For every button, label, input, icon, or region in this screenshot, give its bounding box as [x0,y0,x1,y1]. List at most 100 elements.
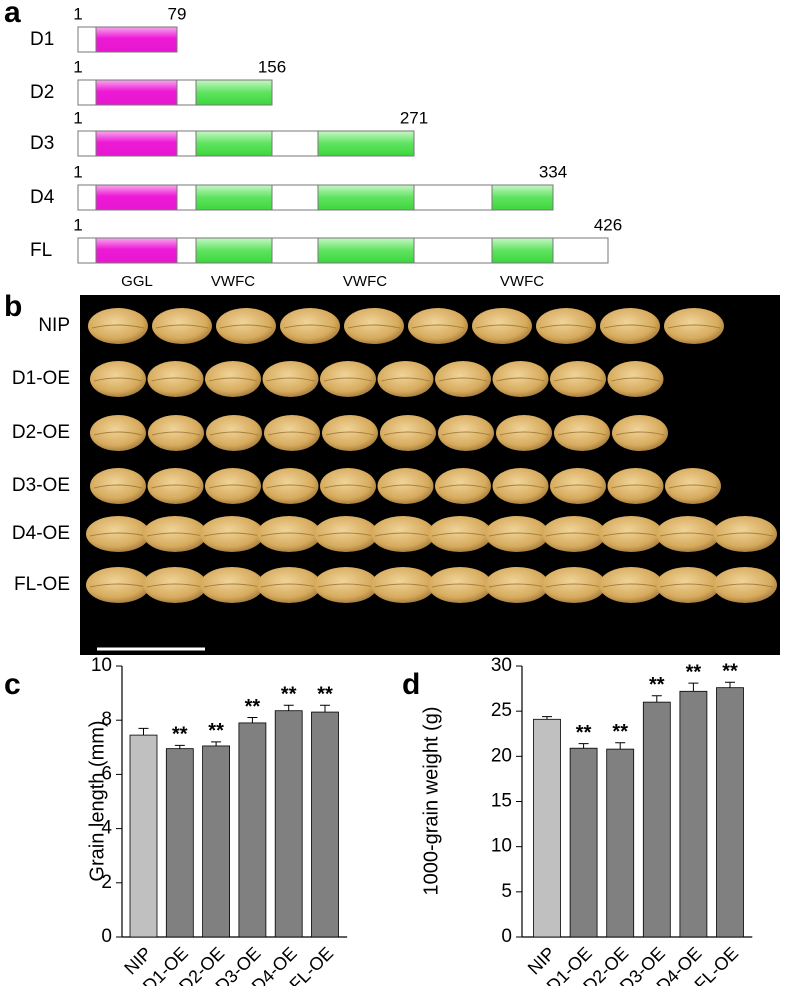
y-tick-label: 0 [101,926,112,947]
grain [206,415,262,451]
grain [147,468,204,504]
construct-name: D1 [30,29,54,50]
grain [90,415,146,451]
grain-ridge [381,377,430,382]
grain-ridge [557,431,607,436]
domain-label: VWFC [211,273,255,290]
grain-ridge [266,484,315,489]
grain [280,308,340,344]
x-tick-label: FL-OE [691,943,743,986]
grain [612,415,668,451]
significance-label: ** [686,661,702,683]
grain-ridge [431,583,489,588]
grain [200,567,264,603]
y-tick-label: 4 [101,818,112,839]
grain-ridge [151,377,200,382]
domain-box [195,237,273,264]
y-tick-label: 15 [491,791,512,812]
grain-ridge [553,484,603,489]
grain [550,468,606,504]
grain [664,308,724,344]
grain [262,361,319,397]
grain-ridge [203,532,261,537]
grain [599,567,663,603]
grain [86,567,150,603]
grain [205,468,261,504]
grain-ridge [325,431,375,436]
grain [257,567,321,603]
grain [314,567,378,603]
grain-ridge [323,377,373,382]
grain [599,516,663,552]
grain-ridge [602,583,660,588]
grain [542,567,606,603]
grain [713,567,777,603]
grain [322,415,378,451]
significance-label: ** [649,674,665,696]
significance-label: ** [172,724,188,746]
grain-ridge [553,377,603,382]
grain [380,415,436,451]
end-label: 156 [258,57,286,76]
grain-ridge [208,484,258,489]
grain [492,361,549,397]
grain [542,516,606,552]
grain-ridge [266,377,315,382]
grain [257,516,321,552]
grain [216,308,276,344]
grain [148,415,204,451]
grain-ridge [441,431,491,436]
grain-ridge [203,583,261,588]
y-tick-label: 10 [91,655,112,676]
grain-ridge [431,532,489,537]
grain [377,361,434,397]
grain [143,567,207,603]
start-label: 1 [73,162,82,181]
y-tick-label: 25 [491,700,512,721]
grain [713,516,777,552]
grain-ridge [488,583,546,588]
grain-ridge [488,532,546,537]
significance-label: ** [317,684,333,706]
bar [716,687,744,938]
grain [143,516,207,552]
domain-box [195,79,273,106]
significance-label: ** [722,661,738,683]
domain-box [95,237,178,264]
significance-label: ** [245,696,261,718]
grain [371,516,435,552]
grain [485,567,549,603]
row-label: D2-OE [12,422,70,443]
grain-ridge [602,532,660,537]
y-tick-label: 2 [101,872,112,893]
significance-label: ** [281,684,297,706]
grain [428,516,492,552]
grain [656,516,720,552]
domain-box [491,184,554,211]
grain [408,308,468,344]
grain [86,516,150,552]
grain-ridge [219,324,273,329]
grain-ridge [209,431,259,436]
end-label: 271 [400,108,428,127]
grain [264,415,320,451]
grain [607,468,664,504]
grain [262,468,319,504]
grain [320,468,376,504]
start-label: 1 [73,215,82,234]
panel-letter: c [4,668,21,701]
grain [147,361,204,397]
y-tick-label: 5 [501,881,512,902]
grain-ridge [146,583,204,588]
y-tick-label: 6 [101,763,112,784]
grain-ridge [93,377,143,382]
domain-box [95,26,178,53]
grain-ridge [93,484,143,489]
grain-ridge [667,324,721,329]
domain-box [317,237,415,264]
grain [377,468,434,504]
panel-letter: b [4,290,22,323]
domain-box [95,130,178,157]
